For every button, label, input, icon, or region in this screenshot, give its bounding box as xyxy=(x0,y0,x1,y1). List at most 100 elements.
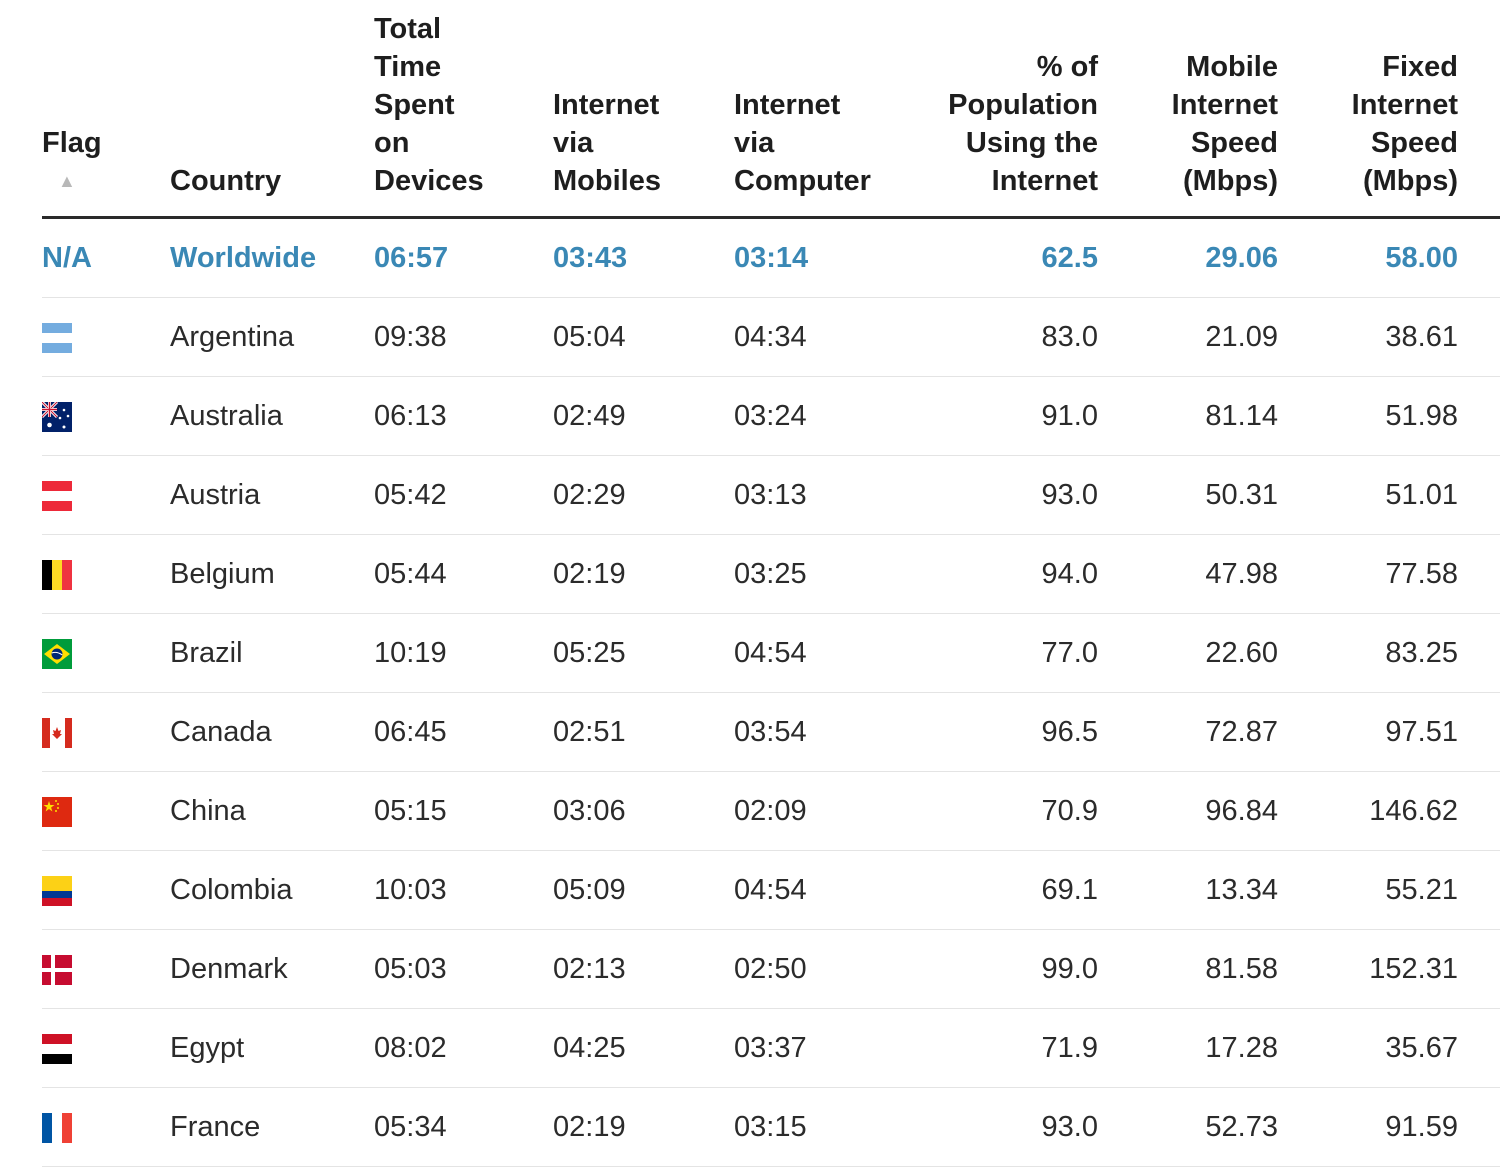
row-spacer xyxy=(1458,1008,1500,1088)
cell-total: 06:45 xyxy=(374,692,553,772)
cell-mobile-speed: 47.98 xyxy=(1098,534,1278,614)
france-flag-icon xyxy=(42,1112,72,1143)
table-header-row: Flag ▲ Country Total Time Spent on Devices Inter… xyxy=(42,0,1500,219)
column-header-label: Internet xyxy=(1351,89,1458,121)
row-spacer xyxy=(1458,692,1500,772)
cell-fixed-speed: 83.25 xyxy=(1278,613,1458,693)
row-spacer xyxy=(1458,1087,1500,1167)
header-spacer xyxy=(1458,0,1500,219)
cell-population: 69.1 xyxy=(914,850,1098,930)
cell-computer: 03:14 xyxy=(734,217,914,298)
egypt-flag-icon xyxy=(42,1033,72,1064)
column-header-label: Population xyxy=(948,89,1098,121)
cell-mobile: 05:04 xyxy=(553,297,734,377)
flag-cell xyxy=(42,850,170,930)
row-spacer xyxy=(1458,929,1500,1009)
cell-mobile: 02:51 xyxy=(553,692,734,772)
cell-fixed-speed: 97.51 xyxy=(1278,692,1458,772)
cell-fixed-speed: 146.62 xyxy=(1278,771,1458,851)
row-spacer xyxy=(1458,376,1500,456)
belgium-flag-icon xyxy=(42,559,72,590)
column-header-label: Flag xyxy=(42,127,102,159)
cell-total: 05:03 xyxy=(374,929,553,1009)
cell-population: 70.9 xyxy=(914,771,1098,851)
cell-mobile-speed: 81.58 xyxy=(1098,929,1278,1009)
column-header-label: on xyxy=(374,127,410,159)
cell-total: 09:38 xyxy=(374,297,553,377)
cell-population: 71.9 xyxy=(914,1008,1098,1088)
column-header-country: Country xyxy=(170,0,374,219)
cell-fixed-speed: 91.59 xyxy=(1278,1087,1458,1167)
table-row: France 05:34 02:19 03:15 93.0 52.73 91.59 xyxy=(42,1087,1500,1167)
flag-cell xyxy=(42,455,170,535)
cell-mobile: 02:29 xyxy=(553,455,734,535)
column-header-label: Devices xyxy=(374,165,484,197)
cell-mobile: 05:09 xyxy=(553,850,734,930)
cell-country: Colombia xyxy=(170,850,374,930)
cell-country: France xyxy=(170,1087,374,1167)
row-spacer xyxy=(1458,613,1500,693)
cell-mobile-speed: 52.73 xyxy=(1098,1087,1278,1167)
cell-total: 08:02 xyxy=(374,1008,553,1088)
cell-country: China xyxy=(170,771,374,851)
row-spacer xyxy=(1458,771,1500,851)
column-header-label: Internet xyxy=(1171,89,1278,121)
column-header-label: Internet xyxy=(991,165,1098,197)
column-header-label: via xyxy=(734,127,775,159)
internet-usage-table: Flag ▲ Country Total Time Spent on Devices Inter… xyxy=(42,0,1500,1167)
column-header-label: Country xyxy=(170,165,282,197)
china-flag-icon xyxy=(42,796,72,827)
column-header-flag[interactable]: Flag ▲ xyxy=(42,0,170,219)
column-header-computer: Internet via Computer xyxy=(734,0,914,219)
sort-ascending-icon[interactable]: ▲ xyxy=(58,171,76,191)
row-spacer xyxy=(1458,534,1500,614)
cell-mobile-speed: 72.87 xyxy=(1098,692,1278,772)
flag-cell xyxy=(42,376,170,456)
cell-computer: 03:54 xyxy=(734,692,914,772)
cell-total: 05:34 xyxy=(374,1087,553,1167)
argentina-flag-icon xyxy=(42,322,72,353)
cell-computer: 04:54 xyxy=(734,613,914,693)
flag-cell: N/A xyxy=(42,217,170,298)
cell-fixed-speed: 152.31 xyxy=(1278,929,1458,1009)
cell-computer: 02:09 xyxy=(734,771,914,851)
cell-computer: 02:50 xyxy=(734,929,914,1009)
cell-fixed-speed: 51.98 xyxy=(1278,376,1458,456)
cell-country: Canada xyxy=(170,692,374,772)
cell-mobile: 03:06 xyxy=(553,771,734,851)
row-spacer xyxy=(1458,297,1500,377)
cell-mobile-speed: 13.34 xyxy=(1098,850,1278,930)
cell-country: Argentina xyxy=(170,297,374,377)
cell-mobile: 04:25 xyxy=(553,1008,734,1088)
column-header-label: (Mbps) xyxy=(1182,165,1278,197)
cell-fixed-speed: 38.61 xyxy=(1278,297,1458,377)
column-header-label: via xyxy=(553,127,594,159)
cell-mobile-speed: 22.60 xyxy=(1098,613,1278,693)
cell-computer: 04:54 xyxy=(734,850,914,930)
cell-total: 06:57 xyxy=(374,217,553,298)
cell-mobile-speed: 50.31 xyxy=(1098,455,1278,535)
flag-cell xyxy=(42,692,170,772)
table-row: Canada 06:45 02:51 03:54 96.5 72.87 97.51 xyxy=(42,692,1500,772)
austria-flag-icon xyxy=(42,480,72,511)
column-header-label: Computer xyxy=(734,165,871,197)
column-header-label: % of xyxy=(1036,51,1098,83)
flag-cell xyxy=(42,534,170,614)
cell-mobile-speed: 96.84 xyxy=(1098,771,1278,851)
table-row: Brazil 10:19 05:25 04:54 77.0 22.60 83.25 xyxy=(42,613,1500,693)
cell-population: 94.0 xyxy=(914,534,1098,614)
flag-cell xyxy=(42,1087,170,1167)
cell-mobile-speed: 21.09 xyxy=(1098,297,1278,377)
table-row: Australia 06:13 02:49 03:24 91.0 81.14 51.98 xyxy=(42,376,1500,456)
column-header-label: Total xyxy=(374,13,442,45)
cell-fixed-speed: 35.67 xyxy=(1278,1008,1458,1088)
data-table-container: Flag ▲ Country Total Time Spent on Devices Inter… xyxy=(42,0,1500,1167)
column-header-label: Fixed xyxy=(1382,51,1458,83)
cell-country: Egypt xyxy=(170,1008,374,1088)
row-spacer xyxy=(1458,850,1500,930)
cell-mobile: 05:25 xyxy=(553,613,734,693)
flag-text: N/A xyxy=(42,241,92,274)
column-header-label: Spent xyxy=(374,89,455,121)
flag-cell xyxy=(42,771,170,851)
column-header-population: % of Population Using the Internet xyxy=(914,0,1098,219)
